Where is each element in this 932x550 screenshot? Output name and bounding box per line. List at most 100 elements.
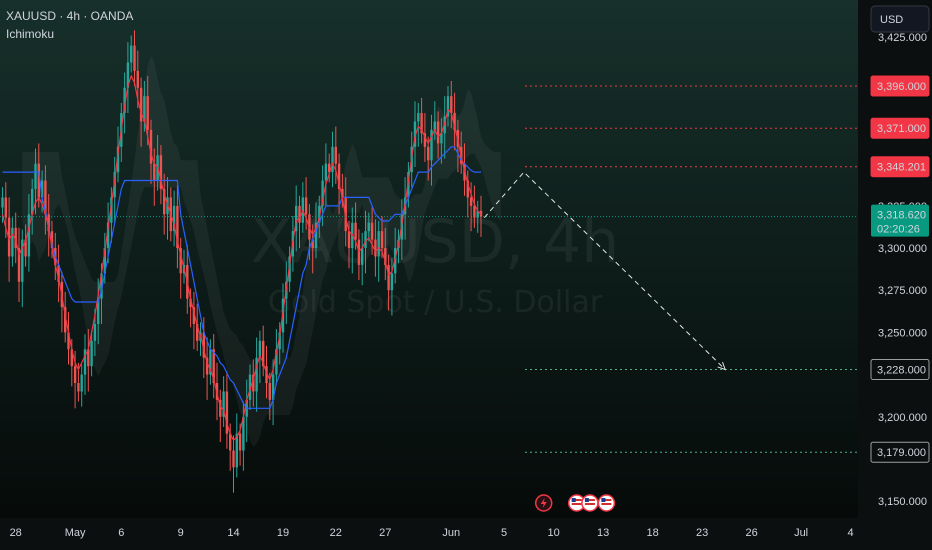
candle-body bbox=[136, 70, 139, 88]
candle-body bbox=[265, 366, 268, 384]
level-tag-label: 3,348.201 bbox=[877, 162, 926, 174]
kijun-sen bbox=[2, 146, 481, 409]
time-tick-label: Jun bbox=[442, 527, 460, 539]
flag-stripe bbox=[584, 499, 595, 501]
level-tag-label: 3,228.000 bbox=[877, 365, 926, 377]
candle-body bbox=[153, 163, 156, 181]
level-tag-box bbox=[870, 117, 930, 139]
candle-body bbox=[248, 374, 252, 400]
candle-body bbox=[387, 264, 390, 291]
indicator-label[interactable]: Ichimoku bbox=[6, 27, 54, 41]
candle-body bbox=[229, 433, 232, 451]
candle-body bbox=[427, 146, 430, 161]
candle-body bbox=[172, 205, 176, 232]
candle-body bbox=[80, 374, 83, 392]
candle-body bbox=[24, 239, 27, 257]
candle-body bbox=[192, 307, 196, 324]
candle-body bbox=[219, 399, 222, 417]
time-tick-label: 19 bbox=[277, 527, 289, 539]
candle-body bbox=[139, 87, 143, 122]
candles bbox=[1, 30, 483, 493]
candle-body bbox=[278, 332, 281, 350]
candle-body bbox=[311, 239, 314, 249]
price-tick-label: 3,275.000 bbox=[878, 285, 927, 297]
candle-body bbox=[17, 248, 21, 282]
watermark-description: Gold Spot / U.S. Dollar bbox=[268, 285, 603, 320]
candle-body bbox=[37, 163, 40, 198]
candle-body bbox=[235, 433, 238, 468]
level-tag-box bbox=[870, 359, 930, 381]
candle-body bbox=[453, 113, 456, 130]
ichimoku-cloud bbox=[22, 55, 501, 448]
candle-body bbox=[436, 121, 440, 144]
candle-body bbox=[70, 349, 73, 367]
level-tag-box bbox=[870, 441, 930, 463]
candle-body bbox=[450, 96, 453, 114]
price-tick-label: 3,200.000 bbox=[878, 412, 927, 424]
candle-body bbox=[271, 374, 275, 400]
candle-body bbox=[64, 307, 67, 333]
candle-body bbox=[31, 188, 34, 215]
cloud-area bbox=[22, 55, 501, 448]
candle-body bbox=[321, 180, 324, 206]
candle-body bbox=[27, 214, 31, 257]
candle-body bbox=[202, 332, 205, 358]
level-tag-label: 3,371.000 bbox=[877, 123, 926, 135]
candle-body bbox=[205, 357, 209, 375]
candle-body bbox=[417, 113, 420, 122]
kijun-sen-line bbox=[2, 146, 481, 409]
candle-body bbox=[413, 121, 417, 147]
time-axis-ticks: 28 May 6 9 14 19 22 27 Jun 5 10 13 18 23 26 Jul 4 bbox=[10, 527, 854, 539]
candle-body bbox=[67, 332, 70, 350]
candle-body bbox=[380, 231, 384, 249]
time-tick-label: 9 bbox=[178, 527, 184, 539]
candle-body bbox=[222, 391, 225, 417]
time-tick-label: 14 bbox=[227, 527, 239, 539]
flag-stripe bbox=[571, 499, 582, 501]
tenkan-sen bbox=[1, 74, 482, 442]
event-markers[interactable] bbox=[534, 494, 616, 512]
candle-body bbox=[370, 222, 374, 240]
candle-body bbox=[83, 349, 87, 375]
time-tick-label: 5 bbox=[501, 527, 507, 539]
projection-arrowhead bbox=[717, 361, 727, 371]
candle-body bbox=[390, 273, 394, 291]
candle-body bbox=[341, 188, 344, 198]
candle-body bbox=[430, 129, 433, 161]
candle-body bbox=[103, 248, 106, 274]
candle-body bbox=[275, 349, 278, 375]
candle-body bbox=[116, 146, 120, 173]
candle-body bbox=[324, 163, 328, 181]
level-tag-label: 3,179.000 bbox=[877, 447, 926, 459]
current-price-tag bbox=[871, 204, 929, 237]
candle-body bbox=[328, 163, 331, 173]
time-tick-label: May bbox=[65, 527, 86, 539]
currency-button[interactable] bbox=[870, 5, 930, 33]
candle-body bbox=[242, 416, 245, 451]
candle-body bbox=[14, 227, 17, 249]
price-tick-label: 3,150.000 bbox=[878, 496, 927, 508]
flag-stripe bbox=[601, 499, 612, 501]
candle-body bbox=[57, 264, 60, 282]
symbol-title[interactable]: XAUUSD · 4h · OANDA bbox=[6, 9, 133, 23]
candle-body bbox=[44, 180, 47, 215]
level-tag-box bbox=[870, 75, 930, 97]
candle-body bbox=[347, 231, 351, 249]
candle-body bbox=[476, 210, 479, 218]
candle-body bbox=[97, 298, 100, 324]
candle-body bbox=[50, 231, 54, 249]
flag-stripe bbox=[601, 503, 612, 505]
current-price-label: 3,318.620 bbox=[877, 210, 926, 222]
candle-body bbox=[354, 222, 357, 240]
lightning-icon bbox=[540, 498, 547, 508]
candle-body bbox=[258, 340, 262, 358]
candle-body bbox=[420, 113, 423, 134]
candle-body bbox=[331, 146, 334, 173]
price-tick-label: 3,425.000 bbox=[878, 32, 927, 44]
flag-stripe bbox=[571, 503, 582, 505]
candle-body bbox=[367, 222, 370, 232]
candle-body bbox=[255, 357, 258, 392]
candle-body bbox=[179, 248, 182, 274]
candle-body bbox=[11, 227, 14, 257]
